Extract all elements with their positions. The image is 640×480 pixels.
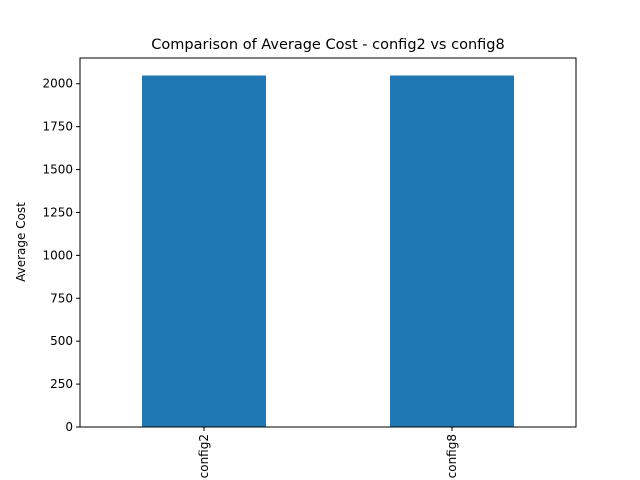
y-axis: 0 250 500 750 1000 1250 1500 1750 2000 xyxy=(42,77,80,434)
y-tick-label: 2000 xyxy=(42,77,73,91)
y-tick-label: 1750 xyxy=(42,120,73,134)
y-axis-label: Average Cost xyxy=(14,202,28,282)
x-tick-label-config2: config2 xyxy=(197,434,211,478)
plot-frame xyxy=(79,57,577,428)
y-tick-label: 1500 xyxy=(42,163,73,177)
x-tick-label-config8: config8 xyxy=(445,434,459,478)
bar-config8 xyxy=(390,75,514,428)
y-tick-label: 500 xyxy=(50,334,73,348)
bars-group xyxy=(142,75,514,428)
bar-config2 xyxy=(142,75,266,428)
y-tick-label: 750 xyxy=(50,291,73,305)
y-tick-label: 250 xyxy=(50,377,73,391)
y-tick-label: 1250 xyxy=(42,205,73,219)
x-axis: config2 config8 xyxy=(197,427,459,478)
y-tick-label: 1000 xyxy=(42,248,73,262)
chart-title: Comparison of Average Cost - config2 vs … xyxy=(151,37,504,53)
y-tick-label: 0 xyxy=(65,420,73,434)
